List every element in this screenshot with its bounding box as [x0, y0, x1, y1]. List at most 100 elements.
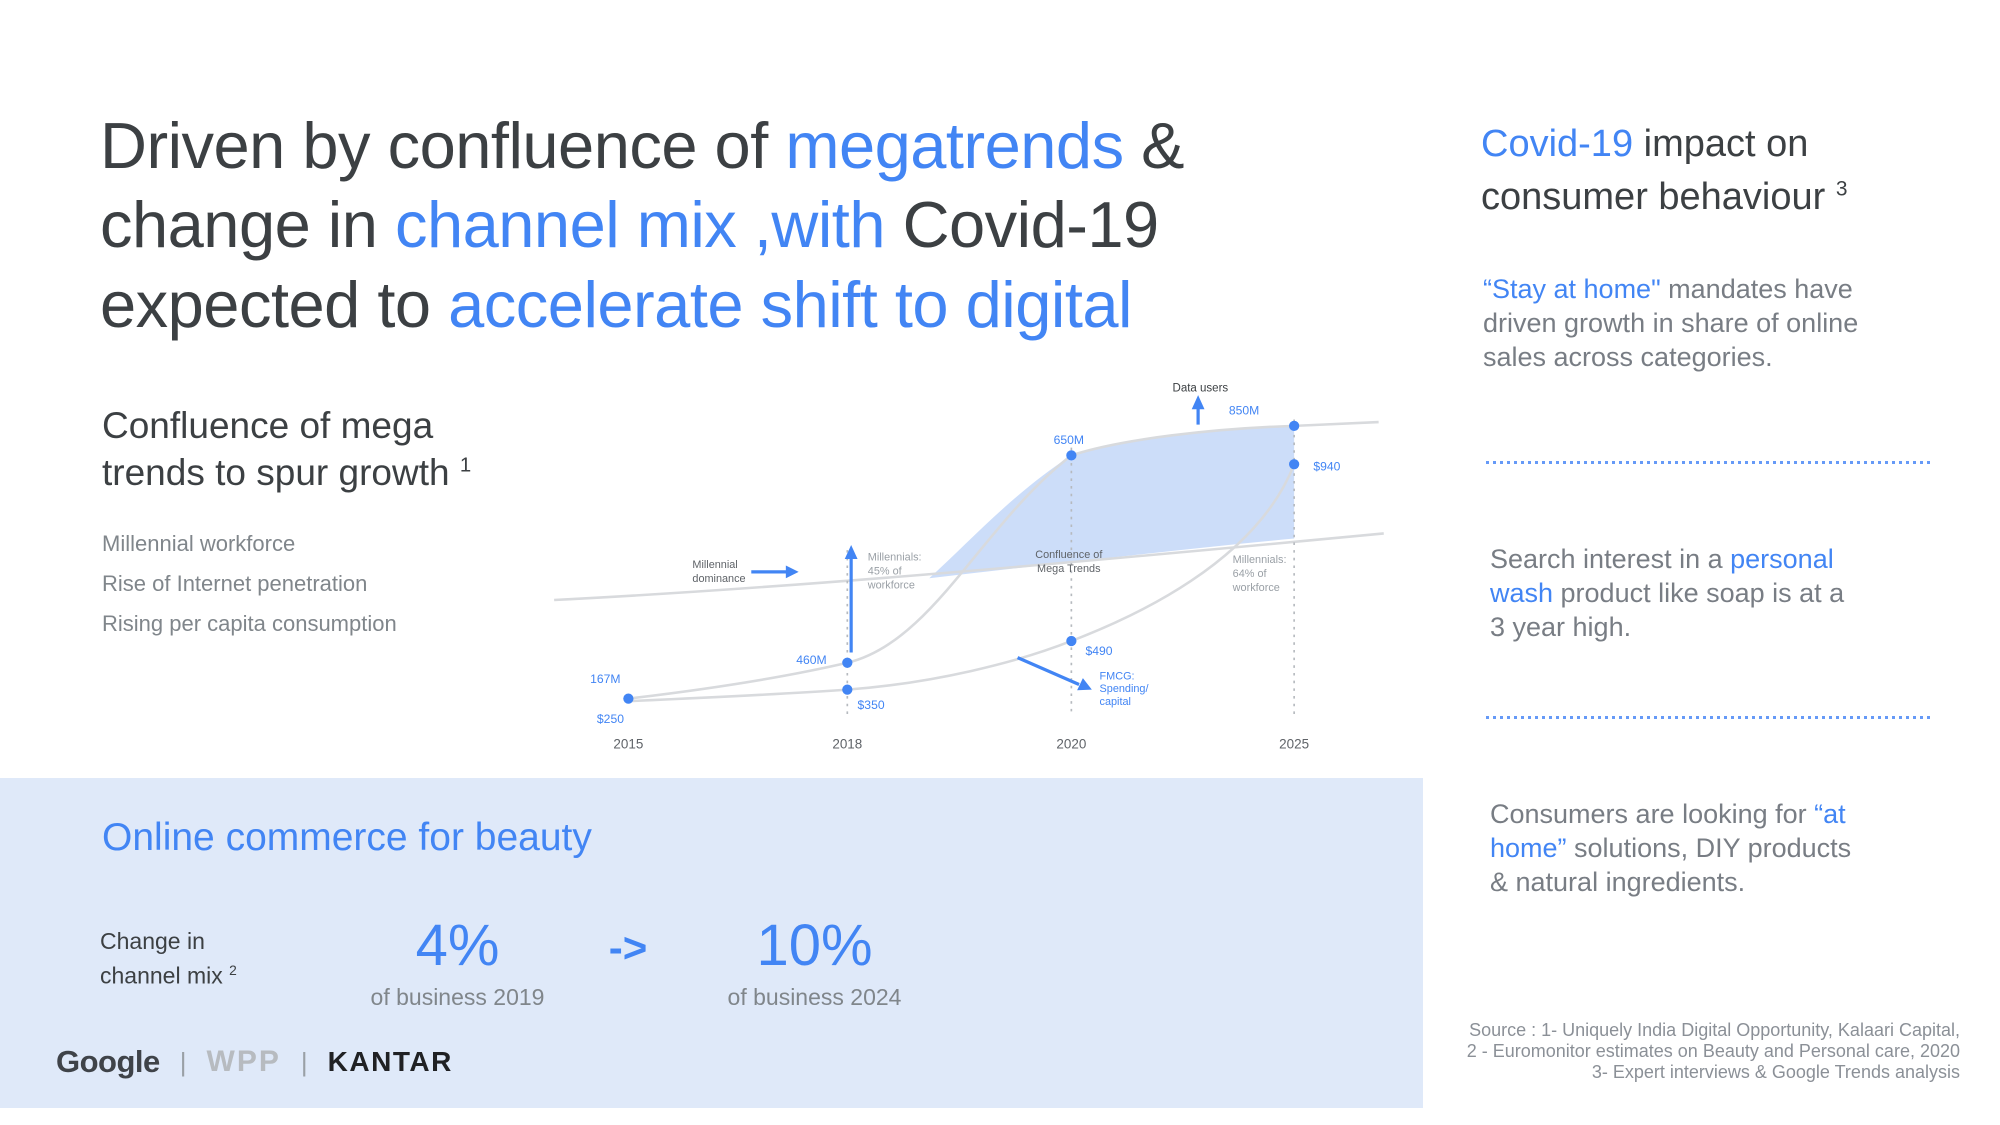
x-axis-labels: 2015 2018 2020 2025 [613, 737, 1309, 752]
stat-2019: 4% of business 2019 [360, 916, 555, 1011]
channel-mix-text: channel mix [100, 962, 223, 989]
arrow-diagonal-icon [1016, 656, 1092, 691]
sidebar-heading-text: impact on consumer behaviour [1481, 123, 1826, 219]
stat-value: 4% [415, 913, 500, 978]
dotted-divider [1486, 461, 1930, 464]
svg-text:Confluence of: Confluence of [1035, 549, 1103, 561]
list-item: Rise of Internet penetration [102, 571, 368, 596]
sidebar-heading-highlight: Covid-19 [1481, 123, 1634, 165]
arrow-right-text: -> [608, 924, 648, 971]
svg-text:workforce: workforce [1232, 582, 1280, 594]
data-point [1066, 450, 1077, 461]
stat-caption: of business 2019 [370, 984, 545, 1010]
svg-text:FMCG:: FMCG: [1100, 670, 1135, 682]
sidebar-heading: Covid-19 impact on consumer behaviour 3 [1481, 118, 1911, 224]
svg-text:capital: capital [1100, 696, 1131, 708]
confluence-area [929, 425, 1295, 579]
data-point [1289, 459, 1300, 470]
title-text: Covid-19 [885, 188, 1160, 262]
title-text: & [1123, 109, 1184, 182]
svg-text:45% of: 45% of [868, 565, 903, 577]
source-line: 3- Expert interviews & Google Trends ana… [1591, 1062, 1960, 1082]
paragraph-text: Search interest in a [1490, 544, 1731, 574]
title-highlight: accelerate shift to digital [448, 267, 1132, 341]
title-highlight: channel mix ,with [394, 188, 886, 262]
svg-text:64% of: 64% of [1233, 568, 1268, 580]
data-point [1066, 635, 1077, 647]
wpp-logo: WPP [206, 1045, 281, 1078]
millennial-dominance-label: Millennial dominance [692, 559, 745, 585]
mega-trends-chart: 167M $250 460M $350 650M $490 850M $940 … [554, 382, 1384, 752]
sidebar-paragraph-stay-at-home: “Stay at home" mandates have driven grow… [1483, 272, 1893, 374]
paragraph-text: product like soap is at a 3 year high. [1490, 578, 1845, 642]
value-label-users-2025: 850M [1229, 403, 1259, 417]
partner-logos: Google | WPP | KANTAR [56, 1044, 453, 1080]
x-tick: 2015 [613, 737, 643, 752]
data-point [1289, 420, 1300, 432]
footnote-marker: 2 [229, 963, 237, 978]
bottom-band: Online commerce for beauty Change in cha… [0, 778, 1423, 1108]
sidebar-paragraph-at-home: Consumers are looking for “at home” solu… [1490, 797, 1860, 899]
source-note: Source : 1- Uniquely India Digital Oppor… [1467, 1020, 1960, 1083]
value-label-fmcg-2015: $250 [597, 712, 624, 726]
highlight-text: “Stay at home" [1483, 274, 1669, 304]
x-tick: 2020 [1056, 737, 1086, 752]
mega-trends-heading-text: Confluence of mega trends to spur growth [102, 405, 450, 494]
sidebar-paragraph-search-interest: Search interest in a personal wash produ… [1490, 542, 1865, 644]
stat-2024: 10% of business 2024 [712, 916, 917, 1011]
online-commerce-heading: Online commerce for beauty [102, 816, 592, 859]
arrow-up-icon [844, 544, 858, 653]
data-point [623, 693, 634, 704]
kantar-logo: KANTAR [327, 1046, 453, 1077]
title-text: Driven by confluence of [100, 109, 786, 182]
title-text: expected to [100, 267, 449, 341]
highlight-text: personal wash [1490, 544, 1834, 608]
fmcg-label: FMCG: Spending/ capital [1100, 670, 1150, 708]
svg-text:Mega Trends: Mega Trends [1037, 563, 1101, 575]
title-line-1: Driven by confluence of megatrends & [100, 106, 1185, 185]
list-item: Rising per capita consumption [102, 611, 397, 636]
list-item: Millennial workforce [102, 531, 296, 556]
x-tick: 2025 [1279, 737, 1309, 752]
paragraph-text: mandates have driven growth in share of … [1483, 274, 1859, 372]
svg-text:dominance: dominance [692, 573, 745, 585]
footnote-marker: 1 [459, 455, 472, 478]
millennials-64-label: Millennials: 64% of workforce [1232, 554, 1287, 594]
title-text: change in [100, 188, 395, 262]
slide-title: Driven by confluence of megatrends & cha… [100, 106, 1185, 344]
data-users-label: Data users [1173, 382, 1229, 394]
paragraph-text: solutions, DIY products & natural ingred… [1490, 833, 1852, 897]
stat-value: 10% [756, 913, 873, 978]
dotted-divider [1486, 716, 1930, 719]
channel-mix-label: Change in channel mix 2 [100, 926, 237, 991]
fmcg-curve [628, 463, 1296, 703]
paragraph-text: Consumers are looking for [1490, 799, 1815, 829]
value-label-fmcg-2025: $940 [1313, 460, 1340, 474]
mega-trends-heading: Confluence of mega trends to spur growth… [102, 402, 522, 497]
data-point [842, 684, 853, 695]
value-label-fmcg-2020: $490 [1085, 644, 1112, 658]
channel-mix-line2: channel mix 2 [100, 956, 237, 991]
logo-divider: | [300, 1046, 308, 1077]
title-line-2: change in channel mix ,with Covid-19 [100, 185, 1184, 264]
confluence-label: Confluence of Mega Trends [1035, 549, 1103, 575]
value-label-users-2015: 167M [590, 672, 620, 686]
svg-text:workforce: workforce [867, 579, 915, 591]
source-line: 2 - Euromonitor estimates on Beauty and … [1466, 1041, 1960, 1061]
google-logo: Google [56, 1044, 160, 1079]
value-label-fmcg-2018: $350 [858, 698, 885, 712]
channel-mix-line1: Change in [100, 928, 205, 954]
logo-divider: | [179, 1046, 187, 1077]
value-label-users-2020: 650M [1054, 433, 1084, 447]
svg-text:Millennials:: Millennials: [868, 551, 922, 563]
millennials-line [554, 532, 1384, 602]
svg-text:Millennial: Millennial [692, 559, 737, 571]
svg-text:Spending/: Spending/ [1100, 683, 1150, 695]
highlight-text: “at home” [1490, 799, 1846, 863]
x-tick: 2018 [832, 737, 862, 752]
data-point [842, 657, 853, 668]
arrow-up-icon [1191, 395, 1205, 425]
mega-trends-list: Millennial workforce Rise of Internet pe… [102, 533, 397, 653]
millennials-45-label: Millennials: 45% of workforce [867, 551, 922, 591]
